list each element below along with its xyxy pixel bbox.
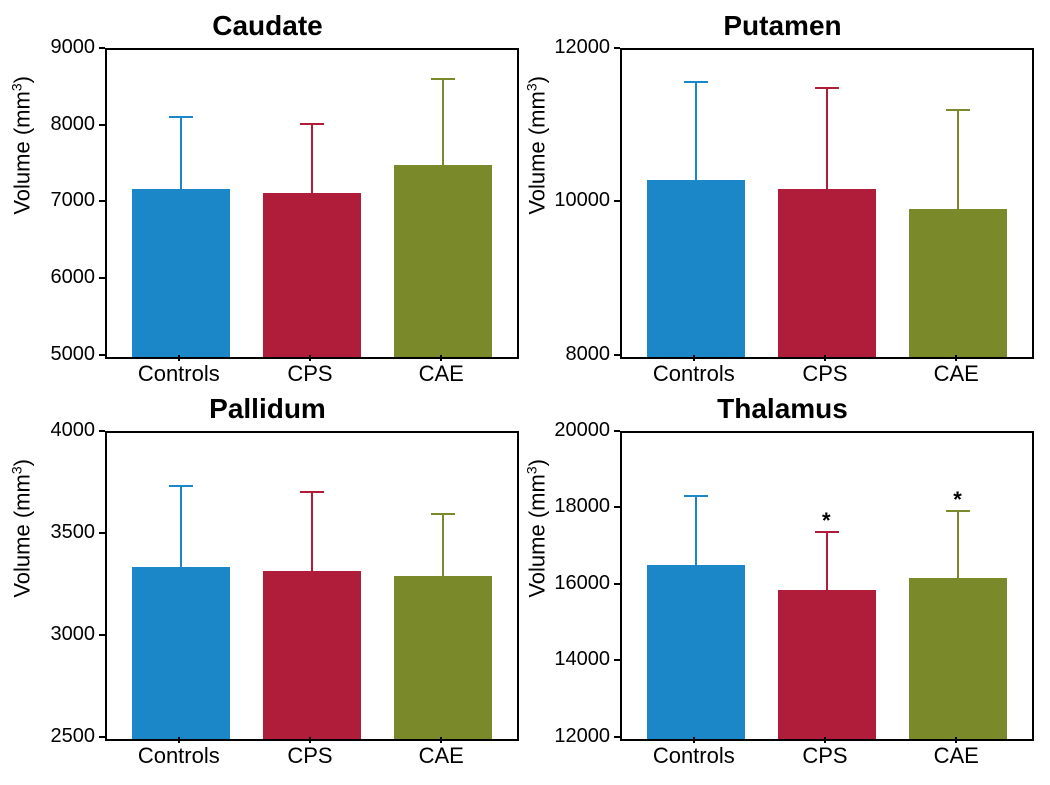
error-bar xyxy=(695,496,697,565)
x-tick-label: Controls xyxy=(639,361,749,387)
y-tick-label: 9000 xyxy=(33,36,95,59)
plot-area xyxy=(105,431,519,742)
y-tick xyxy=(99,736,105,738)
y-tick-label: 20000 xyxy=(548,419,610,442)
error-bar-cap xyxy=(300,491,325,493)
bar-cae xyxy=(394,576,492,739)
bar-controls xyxy=(132,189,230,356)
y-axis-label: Volume (mm3) xyxy=(8,573,35,597)
x-tick-label: Controls xyxy=(124,361,234,387)
plot-area xyxy=(105,48,519,359)
y-tick xyxy=(99,47,105,49)
y-tick xyxy=(614,659,620,661)
error-bar-cap xyxy=(169,116,194,118)
error-bar-cap xyxy=(431,78,456,80)
y-tick-label: 18000 xyxy=(548,495,610,518)
plot-area: ** xyxy=(620,431,1034,742)
chart-grid: CaudateVolume (mm3)50006000700080009000C… xyxy=(10,10,1040,775)
error-bar-cap xyxy=(169,485,194,487)
x-tick-label: CPS xyxy=(255,361,365,387)
y-tick xyxy=(99,124,105,126)
x-tick-label: CAE xyxy=(386,361,496,387)
y-tick xyxy=(99,634,105,636)
y-tick xyxy=(614,430,620,432)
y-tick xyxy=(99,430,105,432)
y-tick-label: 14000 xyxy=(548,648,610,671)
bar-cae xyxy=(394,165,492,357)
panel-pallidum: PallidumVolume (mm3)2500300035004000Cont… xyxy=(10,393,525,776)
plot-area xyxy=(620,48,1034,359)
bar-cps xyxy=(778,189,876,356)
y-tick xyxy=(99,277,105,279)
error-bar xyxy=(180,117,182,189)
x-tick-label: Controls xyxy=(639,743,749,769)
bar-cps xyxy=(263,193,361,356)
y-tick-label: 2500 xyxy=(33,725,95,748)
y-tick-label: 8000 xyxy=(33,113,95,136)
y-tick xyxy=(614,506,620,508)
y-axis-label: Volume (mm3) xyxy=(523,191,550,215)
y-tick xyxy=(614,47,620,49)
bar-cps xyxy=(263,571,361,739)
y-tick xyxy=(99,200,105,202)
x-tick-label: CPS xyxy=(770,743,880,769)
error-bar xyxy=(180,486,182,568)
x-tick-label: CAE xyxy=(901,361,1011,387)
bar-controls xyxy=(647,565,745,739)
panel-thalamus: Thalamus**Volume (mm3)120001400016000180… xyxy=(525,393,1040,776)
x-tick-label: CAE xyxy=(901,743,1011,769)
error-bar-cap xyxy=(684,495,709,497)
error-bar xyxy=(826,532,828,589)
y-tick-label: 6000 xyxy=(33,266,95,289)
y-tick-label: 12000 xyxy=(548,36,610,59)
y-axis-label: Volume (mm3) xyxy=(523,573,550,597)
bar-controls xyxy=(132,567,230,739)
significance-marker: * xyxy=(822,508,831,534)
x-tick-label: Controls xyxy=(124,743,234,769)
error-bar-cap xyxy=(946,109,971,111)
x-tick-label: CPS xyxy=(770,361,880,387)
error-bar xyxy=(311,492,313,572)
x-tick-label: CAE xyxy=(386,743,496,769)
x-tick-label: CPS xyxy=(255,743,365,769)
error-bar xyxy=(826,88,828,189)
panel-caudate: CaudateVolume (mm3)50006000700080009000C… xyxy=(10,10,525,393)
y-tick-label: 5000 xyxy=(33,343,95,366)
bar-cae xyxy=(909,209,1007,357)
y-tick-label: 12000 xyxy=(548,725,610,748)
error-bar xyxy=(957,511,959,578)
error-bar-cap xyxy=(300,123,325,125)
panel-putamen: PutamenVolume (mm3)80001000012000Control… xyxy=(525,10,1040,393)
bar-cae xyxy=(909,578,1007,739)
error-bar-cap xyxy=(431,513,456,515)
bar-controls xyxy=(647,180,745,356)
y-tick-label: 4000 xyxy=(33,419,95,442)
error-bar xyxy=(311,124,313,193)
y-tick xyxy=(99,532,105,534)
y-tick-label: 8000 xyxy=(548,343,610,366)
y-tick xyxy=(614,200,620,202)
y-tick-label: 3000 xyxy=(33,623,95,646)
y-tick-label: 16000 xyxy=(548,572,610,595)
error-bar xyxy=(695,82,697,180)
error-bar xyxy=(442,514,444,575)
y-tick xyxy=(614,354,620,356)
error-bar xyxy=(442,79,444,165)
y-tick-label: 7000 xyxy=(33,189,95,212)
error-bar xyxy=(957,110,959,209)
error-bar-cap xyxy=(815,87,840,89)
y-tick xyxy=(614,583,620,585)
error-bar-cap xyxy=(684,81,709,83)
significance-marker: * xyxy=(953,487,962,513)
y-tick xyxy=(99,354,105,356)
y-tick-label: 10000 xyxy=(548,189,610,212)
y-tick-label: 3500 xyxy=(33,521,95,544)
y-axis-label: Volume (mm3) xyxy=(8,191,35,215)
y-tick xyxy=(614,736,620,738)
bar-cps xyxy=(778,590,876,739)
